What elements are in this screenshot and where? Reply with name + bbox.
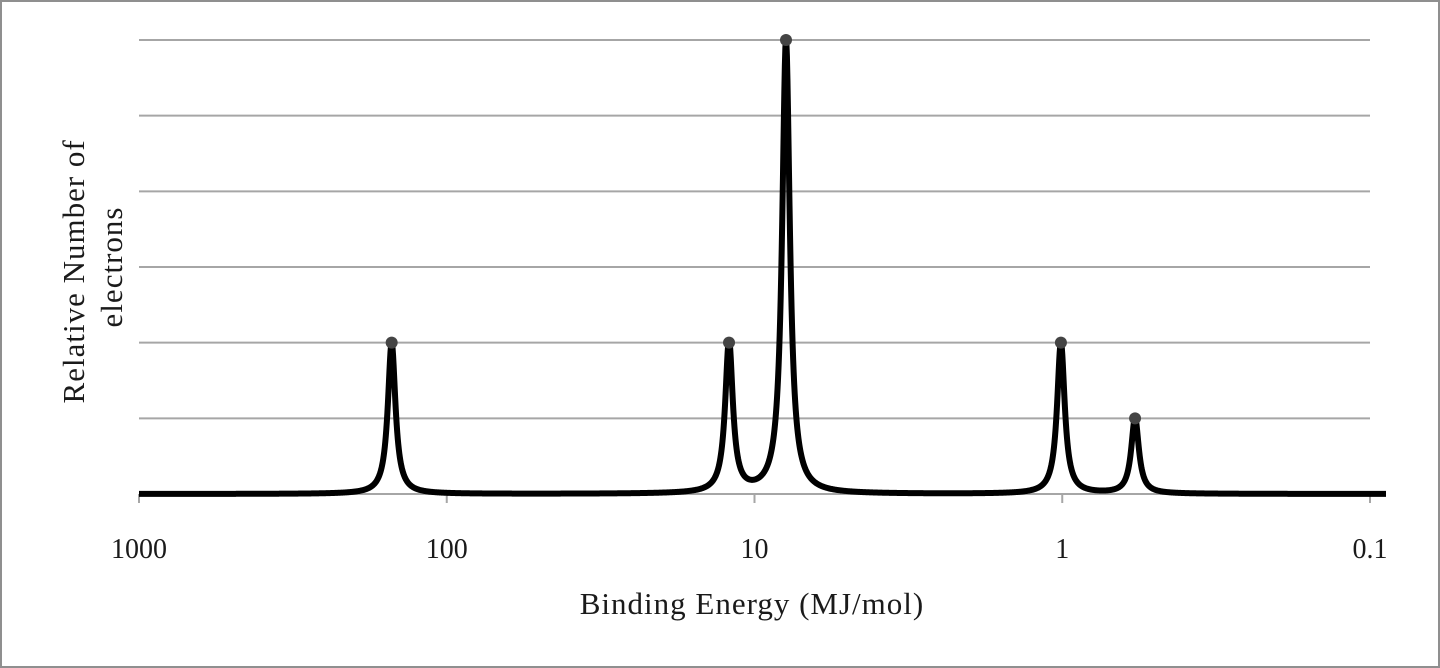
y-axis-title-line-2: electrons [94, 207, 129, 328]
peak-marker-5 [1129, 412, 1142, 425]
x-tick-label-1: 1 [1055, 534, 1069, 565]
gridlines [139, 39, 1370, 420]
peak-marker-2 [723, 336, 736, 349]
x-axis-title: Binding Energy (MJ/mol) [580, 586, 924, 621]
spectrum-curve [136, 36, 1389, 497]
x-tick-label-1000: 1000 [111, 534, 167, 565]
x-tick-label-0.1: 0.1 [1353, 534, 1388, 565]
peak-marker-3 [780, 34, 793, 46]
peak-markers [385, 34, 1142, 425]
y-axis-title-line-1: Relative Number of [56, 139, 91, 403]
x-tick-label-100: 100 [426, 534, 468, 565]
spectrum-line [136, 36, 1389, 497]
x-tick-labels: 1000 100 10 1 0.1 [111, 534, 1388, 565]
peak-marker-1 [385, 336, 398, 349]
y-axis-title: Relative Number of electrons [56, 131, 129, 404]
x-tick-label-10: 10 [741, 534, 769, 565]
peak-marker-4 [1054, 336, 1067, 349]
